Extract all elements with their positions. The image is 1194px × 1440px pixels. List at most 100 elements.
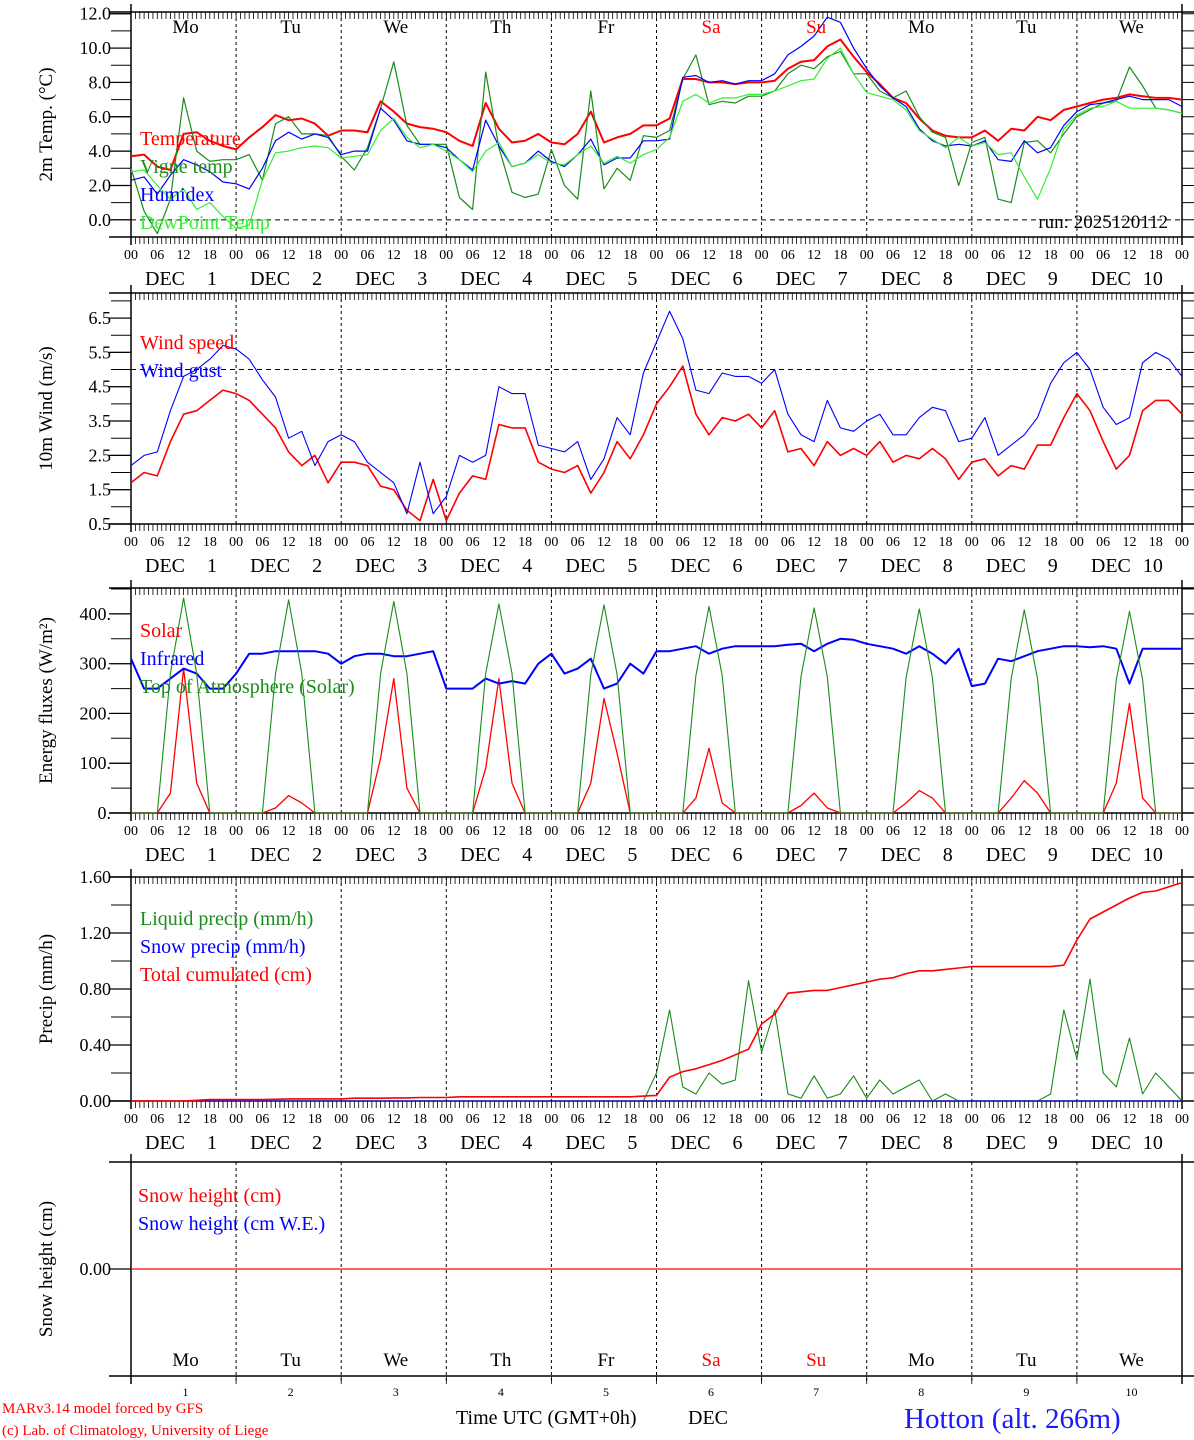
- hour-label: 12: [282, 1112, 296, 1127]
- hour-label: 00: [439, 248, 453, 263]
- month-label: DEC: [355, 268, 395, 290]
- legend-entry: Humidex: [140, 184, 214, 206]
- hour-label: 00: [650, 248, 664, 263]
- month-label: DEC: [145, 844, 185, 866]
- y-axis-label: Precip (mm/h): [36, 934, 57, 1044]
- day-number-label: 5: [627, 555, 637, 577]
- series-top-of-atmosphere-solar: [131, 597, 1182, 814]
- hour-label: 06: [466, 535, 480, 550]
- hour-label: 18: [308, 535, 322, 550]
- weekday-label: We: [383, 1350, 408, 1371]
- legend-entry: Top of Atmosphere (Solar): [140, 676, 355, 698]
- hour-label: 18: [1044, 248, 1058, 263]
- hour-label: 00: [439, 1112, 453, 1127]
- hour-label: 18: [203, 824, 217, 839]
- hour-label: 00: [544, 248, 558, 263]
- month-label: DEC: [1091, 844, 1131, 866]
- hour-label: 18: [413, 824, 427, 839]
- day-number-label: 8: [918, 1385, 924, 1399]
- hour-label: 06: [886, 824, 900, 839]
- hour-label: 12: [912, 1112, 926, 1127]
- legend-entry: Snow height (cm W.E.): [138, 1213, 325, 1235]
- legend-entry: Solar: [140, 620, 183, 642]
- day-number-label: 3: [417, 268, 427, 290]
- hour-label: 12: [1017, 248, 1031, 263]
- panel-wind: 0.5 1.5 2.5 3.5 4.5 5.5 6.5 10m Wind (m/s) Wind …: [36, 285, 1194, 577]
- month-label: DEC: [565, 268, 605, 290]
- day-number-label: 4: [522, 1132, 532, 1154]
- hour-label: 06: [255, 248, 269, 263]
- hour-label: 18: [203, 248, 217, 263]
- hour-label: 06: [991, 824, 1005, 839]
- hour-label: 06: [676, 824, 690, 839]
- day-number-label: 8: [943, 555, 953, 577]
- day-number-label: 6: [733, 844, 743, 866]
- month-label: DEC: [986, 268, 1026, 290]
- hour-label: 00: [334, 1112, 348, 1127]
- hour-label: 18: [833, 535, 847, 550]
- y-tick-label: 0.40: [80, 1035, 112, 1055]
- run-annotation: run: 2025120112: [1038, 212, 1168, 233]
- hour-label: 00: [1175, 824, 1189, 839]
- y-axis-label: Energy fluxes (W/m²): [36, 617, 57, 784]
- day-number-label: 4: [522, 844, 532, 866]
- hour-label: 12: [387, 248, 401, 263]
- month-label: DEC: [355, 844, 395, 866]
- weekday-label: We: [383, 17, 408, 38]
- hour-label: 06: [781, 248, 795, 263]
- month-label: DEC: [565, 844, 605, 866]
- hour-label: 00: [229, 535, 243, 550]
- y-tick-label: 0.: [98, 803, 112, 823]
- hour-label: 00: [1070, 248, 1084, 263]
- legend-entry: DewPoint Temp: [140, 212, 270, 234]
- weekday-label: Sa: [702, 1350, 722, 1371]
- hour-label: 12: [387, 1112, 401, 1127]
- hour-label: 12: [702, 248, 716, 263]
- hour-label: 12: [807, 1112, 821, 1127]
- hour-ticks: [130, 877, 1183, 1108]
- month-label: DEC: [986, 555, 1026, 577]
- hour-label: 12: [177, 824, 191, 839]
- y-tick-label: 3.5: [89, 411, 112, 431]
- month-label: DEC: [776, 555, 816, 577]
- weekday-label: Mo: [908, 17, 934, 38]
- model-credit: MARv3.14 model forced by GFS: [2, 1401, 203, 1417]
- legend-entry: Temperature: [140, 128, 241, 150]
- month-label: DEC: [986, 1132, 1026, 1154]
- legend-entry: Snow precip (mm/h): [140, 936, 306, 958]
- series-vigne-temp: [130, 50, 1183, 235]
- hour-label: 12: [597, 1112, 611, 1127]
- y-tick-label: 0.00: [80, 1259, 112, 1279]
- hour-label: 06: [571, 535, 585, 550]
- hour-label: 12: [597, 824, 611, 839]
- hour-label: 06: [886, 1112, 900, 1127]
- day-number-label: 3: [417, 844, 427, 866]
- x-axis-month: DEC: [688, 1407, 728, 1429]
- y-tick-label: 0.0: [89, 210, 112, 230]
- hour-label: 00: [439, 824, 453, 839]
- hour-label: 18: [728, 248, 742, 263]
- month-label: DEC: [145, 555, 185, 577]
- y-tick-label: 8.0: [89, 72, 112, 92]
- hour-label: 12: [387, 824, 401, 839]
- hour-label: 12: [492, 535, 506, 550]
- hour-label: 18: [623, 824, 637, 839]
- day-number-label: 10: [1143, 555, 1163, 577]
- day-number-label: 5: [627, 1132, 637, 1154]
- hour-label: 12: [177, 1112, 191, 1127]
- month-label: DEC: [776, 1132, 816, 1154]
- hour-label: 00: [965, 824, 979, 839]
- hour-label: 06: [991, 535, 1005, 550]
- weekday-label: Mo: [908, 1350, 934, 1371]
- y-tick-label: 6.0: [89, 107, 112, 127]
- day-number-label: 3: [417, 555, 427, 577]
- month-label: DEC: [1091, 555, 1131, 577]
- hour-label: 00: [544, 824, 558, 839]
- y-tick-label: 200.: [80, 703, 112, 723]
- hour-label: 00: [229, 824, 243, 839]
- station-name: Hotton (alt. 266m): [904, 1403, 1121, 1435]
- hour-label: 18: [1044, 1112, 1058, 1127]
- hour-label: 18: [203, 1112, 217, 1127]
- legend-entry: Wind gust: [140, 360, 222, 382]
- series-wind-speed: [130, 365, 1183, 522]
